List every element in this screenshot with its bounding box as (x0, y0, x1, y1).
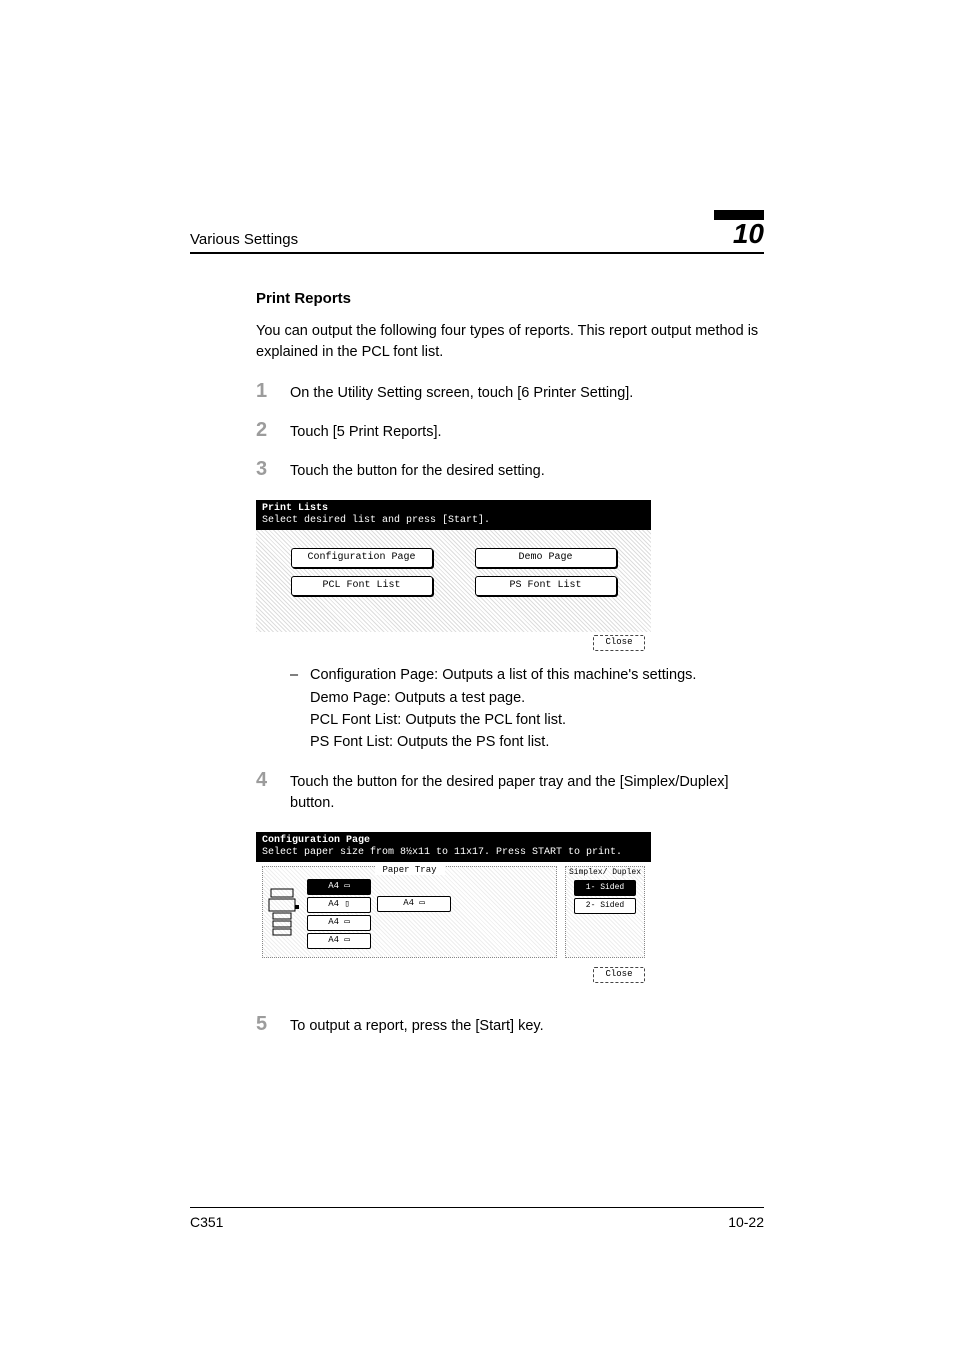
close-button[interactable]: Close (593, 635, 645, 651)
close-button[interactable]: Close (593, 967, 645, 983)
step-1: 1 On the Utility Setting screen, touch [… (256, 383, 764, 404)
tray-bypass-button[interactable]: A4 ▭ (377, 896, 451, 912)
paper-tray-group: Paper Tray (262, 866, 557, 958)
configuration-page-panel: Configuration Page Select paper size fro… (256, 832, 651, 986)
step-2: 2 Touch [5 Print Reports]. (256, 422, 764, 443)
step-text: To output a report, press the [Start] ke… (290, 1016, 764, 1037)
step-number: 2 (256, 419, 290, 442)
desc-pcl-font-list: PCL Font List: Outputs the PCL font list… (310, 712, 566, 728)
footer-left: C351 (190, 1214, 223, 1230)
section-title: Print Reports (256, 290, 764, 307)
step-number: 3 (256, 458, 290, 481)
pcl-font-list-button[interactable]: PCL Font List (291, 576, 433, 596)
step-3: 3 Touch the button for the desired setti… (256, 461, 764, 482)
step-text: On the Utility Setting screen, touch [6 … (290, 383, 764, 404)
section-intro: You can output the following four types … (256, 321, 764, 363)
panel-subtitle: Select desired list and press [Start]. (256, 515, 651, 530)
tray-1-button[interactable]: A4 ▭ (307, 879, 371, 895)
tray-4-button[interactable]: A4 ▭ (307, 933, 371, 949)
step-4: 4 Touch the button for the desired paper… (256, 772, 764, 814)
demo-page-button[interactable]: Demo Page (475, 548, 617, 568)
simplex-duplex-label: Simplex/ Duplex (568, 869, 642, 877)
chapter-title: Various Settings (190, 231, 298, 248)
report-descriptions: –Configuration Page: Outputs a list of t… (256, 664, 764, 754)
paper-tray-label: Paper Tray (374, 865, 444, 875)
panel-title: Print Lists (256, 500, 651, 515)
page-header: Various Settings 10 (190, 210, 764, 254)
step-text: Touch the button for the desired paper t… (290, 772, 764, 814)
step-text: Touch [5 Print Reports]. (290, 422, 764, 443)
step-number: 5 (256, 1013, 290, 1036)
tray-2-button[interactable]: A4 ▯ (307, 897, 371, 913)
one-sided-button[interactable]: 1- Sided (574, 880, 636, 896)
step-5: 5 To output a report, press the [Start] … (256, 1016, 764, 1037)
step-number: 1 (256, 380, 290, 403)
configuration-page-button[interactable]: Configuration Page (291, 548, 433, 568)
printer-icon (267, 879, 301, 946)
two-sided-button[interactable]: 2- Sided (574, 898, 636, 914)
chapter-number-box: 10 (714, 210, 764, 248)
tray-3-button[interactable]: A4 ▭ (307, 915, 371, 931)
footer-right: 10-22 (728, 1214, 764, 1230)
panel-title: Configuration Page (256, 832, 651, 847)
step-number: 4 (256, 769, 290, 792)
print-lists-panel: Print Lists Select desired list and pres… (256, 500, 651, 654)
panel-subtitle: Select paper size from 8½x11 to 11x17. P… (256, 847, 651, 862)
page-footer: C351 10-22 (190, 1207, 764, 1230)
ps-font-list-button[interactable]: PS Font List (475, 576, 617, 596)
desc-demo-page: Demo Page: Outputs a test page. (310, 690, 525, 706)
desc-ps-font-list: PS Font List: Outputs the PS font list. (310, 734, 549, 750)
chapter-number: 10 (733, 220, 764, 248)
step-text: Touch the button for the desired setting… (290, 461, 764, 482)
desc-configuration-page: Configuration Page: Outputs a list of th… (310, 667, 696, 683)
simplex-duplex-group: Simplex/ Duplex 1- Sided 2- Sided (565, 866, 645, 958)
